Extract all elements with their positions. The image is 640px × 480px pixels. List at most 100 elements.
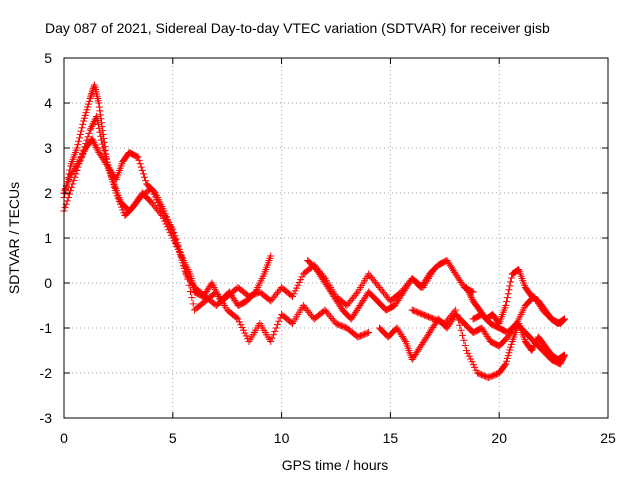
data-point-interp [269,331,277,339]
data-point-interp [137,163,145,171]
data-point [463,284,471,291]
data-point-interp [79,149,87,157]
data-point [502,302,510,309]
data-point-interp [77,154,85,162]
data-point-interp [272,324,280,332]
x-tick-label: 25 [600,430,616,446]
y-tick-label: 3 [44,140,52,156]
data-point-interp [65,190,73,198]
data-marks-layer [60,81,568,381]
data-point-interp [135,156,143,164]
data-point-interp [506,282,514,290]
data-point [560,351,568,359]
data-point-interp [89,119,97,127]
series-track-h [469,293,568,336]
data-point [267,338,275,345]
data-point-interp [84,133,92,141]
data-point-interp [464,287,472,295]
data-point-interp [139,170,147,178]
data-point-interp [532,338,540,346]
data-point-interp [507,278,515,286]
data-point [93,113,101,120]
data-point-interp [530,341,538,349]
y-tick-label: -2 [40,365,53,381]
data-point-interp [96,111,104,119]
x-tick-label: 20 [491,430,507,446]
data-point [452,306,460,314]
data-point-interp [463,285,471,293]
data-point-interp [85,129,93,137]
series-track-a [60,81,275,309]
y-tick-label: -1 [40,320,53,336]
x-axis-label: GPS time / hours [282,457,389,473]
data-point-interp [96,107,104,115]
data-point [134,153,142,161]
data-point-interp [91,140,99,148]
data-point-interp [96,128,104,136]
series-track-f [408,306,568,381]
data-point-interp [454,316,462,324]
data-point-interp [61,204,69,212]
y-tick-label: 1 [44,230,52,246]
data-point-interp [138,167,146,174]
data-point-interp [90,138,98,146]
data-point-interp [75,137,83,145]
x-tick-label: 15 [383,430,399,446]
chart-title: Day 087 of 2021, Sidereal Day-to-day VTE… [45,20,550,36]
data-point [560,315,568,323]
data-point-interp [97,132,105,140]
data-point [73,144,81,152]
data-point-interp [78,152,86,160]
data-point-interp [274,321,282,329]
data-point-interp [560,352,568,360]
data-point-interp [507,274,515,282]
data-point [75,158,83,165]
data-point-interp [98,123,106,131]
data-point-interp [460,336,468,344]
data-point-interp [98,119,106,127]
data-point-interp [70,177,78,185]
data-point [95,99,103,107]
data-point-interp [95,124,103,132]
data-point-interp [233,314,241,322]
x-tick-label: 5 [169,430,177,446]
data-point-interp [95,103,103,111]
data-point-interp [64,194,72,201]
data-point-interp [92,143,100,151]
data-point-interp [531,340,539,348]
data-point-interp [68,183,76,191]
data-point-interp [458,331,466,339]
data-point-interp [466,290,474,298]
data-point-interp [89,137,97,145]
data-point-interp [503,298,511,306]
data-point-interp [141,173,149,181]
data-point-interp [461,341,469,349]
data-point-interp [529,345,537,353]
data-point-interp [559,352,567,360]
data-point-interp [467,292,475,300]
data-point-interp [93,145,101,153]
data-point [267,252,275,260]
data-point-interp [514,266,522,274]
data-point-interp [76,134,84,142]
data-point-interp [363,329,371,337]
data-point [365,329,373,336]
data-point-interp [504,290,512,298]
data-point-interp [88,123,96,131]
data-point-interp [87,124,95,132]
data-point-interp [94,120,102,128]
data-point-interp [501,361,509,369]
data-point-interp [401,336,409,344]
data-point [88,135,96,143]
data-point-interp [89,121,97,129]
y-tick-label: 4 [44,95,52,111]
data-point-interp [189,300,197,308]
data-point-interp [560,316,568,324]
x-tick-label: 10 [274,430,290,446]
grid-layer [64,58,608,418]
data-point-interp [352,290,360,298]
data-point-interp [88,89,96,97]
data-point-interp [559,316,567,324]
data-point-interp [133,152,141,160]
